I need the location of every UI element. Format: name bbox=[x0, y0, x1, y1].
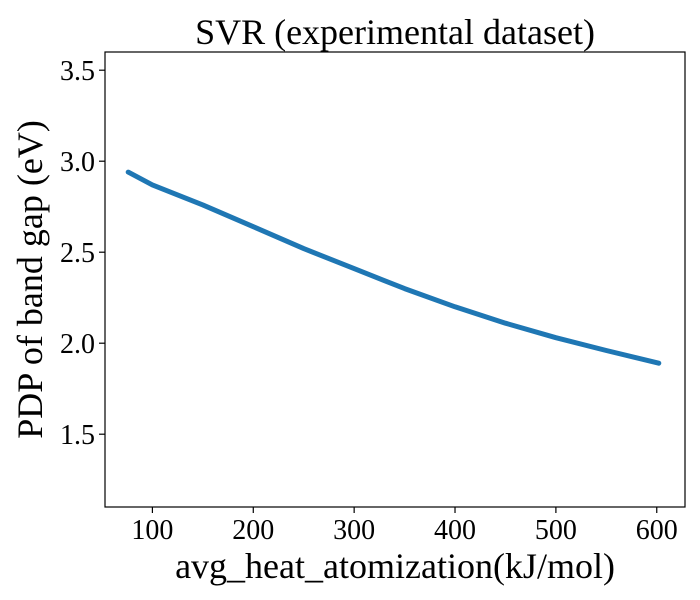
y-tick-label: 3.0 bbox=[60, 147, 95, 178]
y-tick-label: 2.5 bbox=[60, 238, 95, 269]
plot-frame bbox=[104, 51, 686, 508]
axis-ticks: 100 200 300 400 500 600 1.5 2.0 2.5 3.0 3.5 bbox=[60, 56, 678, 546]
plot-area bbox=[125, 169, 662, 366]
chart-title: SVR (experimental dataset) bbox=[195, 12, 595, 52]
series-line bbox=[125, 169, 662, 366]
x-tick-label: 300 bbox=[333, 515, 375, 546]
x-tick-label: 500 bbox=[535, 515, 577, 546]
x-tick-label: 400 bbox=[434, 515, 476, 546]
x-tick-label: 200 bbox=[232, 515, 274, 546]
x-tick-label: 600 bbox=[636, 515, 678, 546]
x-axis-label: avg_heat_atomization(kJ/mol) bbox=[175, 546, 615, 586]
y-axis-label: PDP of band gap (eV) bbox=[10, 120, 50, 439]
y-tick-label: 1.5 bbox=[60, 420, 95, 451]
y-tick-label: 2.0 bbox=[60, 329, 95, 360]
x-tick-label: 100 bbox=[131, 515, 173, 546]
y-tick-label: 3.5 bbox=[60, 56, 95, 87]
